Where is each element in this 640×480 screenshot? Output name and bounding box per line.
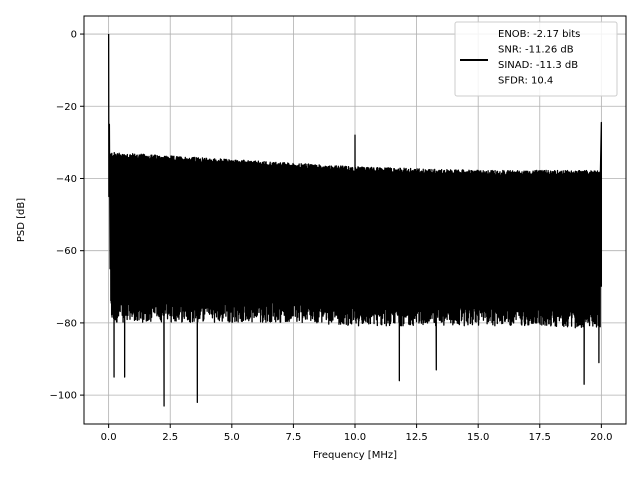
x-tick-label: 5.0 bbox=[224, 432, 240, 443]
legend-entry: SNR: -11.26 dB bbox=[498, 45, 574, 56]
y-tick-label: −40 bbox=[56, 174, 77, 185]
y-tick-label: −60 bbox=[56, 246, 77, 257]
x-axis-ticks: 0.0 2.5 5.0 7.5 10.0 12.5 15.0 17.5 20.0 bbox=[101, 424, 612, 443]
y-axis-ticks: 0 −20 −40 −60 −80 −100 bbox=[50, 30, 84, 402]
legend: ENOB: -2.17 bits SNR: -11.26 dB SINAD: -11… bbox=[454, 21, 618, 97]
x-tick-label: 20.0 bbox=[590, 432, 612, 443]
plot-area bbox=[107, 34, 603, 407]
y-tick-label: −80 bbox=[56, 318, 77, 329]
legend-entry: ENOB: -2.17 bits bbox=[498, 29, 580, 40]
x-axis-label: Frequency [MHz] bbox=[313, 450, 397, 461]
psd-series-line bbox=[107, 34, 603, 407]
y-tick-label: −20 bbox=[56, 102, 77, 113]
x-tick-label: 0.0 bbox=[101, 432, 117, 443]
legend-entry: SFDR: 10.4 bbox=[498, 76, 553, 87]
y-tick-label: −100 bbox=[50, 391, 77, 402]
legend-box bbox=[454, 21, 618, 97]
legend-entry: SINAD: -11.3 dB bbox=[498, 60, 578, 71]
x-tick-label: 2.5 bbox=[162, 432, 178, 443]
x-tick-label: 10.0 bbox=[344, 432, 366, 443]
x-tick-label: 15.0 bbox=[467, 432, 489, 443]
x-tick-label: 7.5 bbox=[285, 432, 301, 443]
y-tick-label: 0 bbox=[71, 30, 77, 41]
x-tick-label: 12.5 bbox=[405, 432, 427, 443]
y-axis-label: PSD [dB] bbox=[16, 198, 27, 242]
x-tick-label: 17.5 bbox=[529, 432, 551, 443]
